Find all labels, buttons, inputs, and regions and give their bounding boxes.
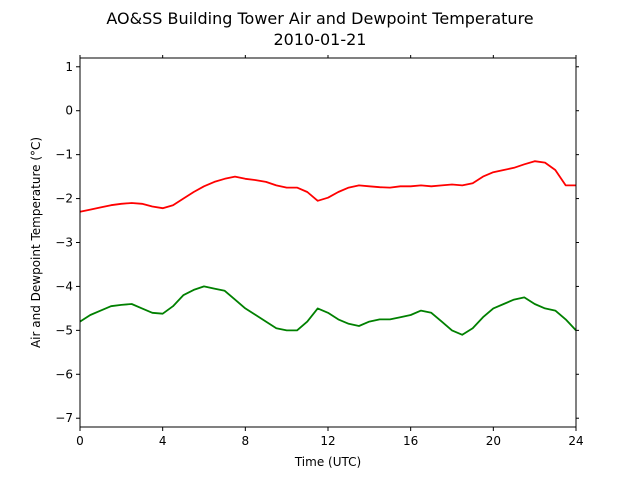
y-tick-label: −5 (55, 323, 73, 337)
y-tick-label: −4 (55, 279, 73, 293)
y-tick-label: −3 (55, 236, 73, 250)
y-tick-label: 1 (65, 60, 73, 74)
y-tick-label: −6 (55, 367, 73, 381)
x-tick-label: 16 (403, 434, 418, 448)
y-tick-label: 0 (65, 104, 73, 118)
x-axis-label: Time (UTC) (294, 455, 361, 469)
x-tick-label: 20 (486, 434, 501, 448)
y-tick-label: −1 (55, 148, 73, 162)
x-tick-label: 4 (159, 434, 167, 448)
plot-frame (79, 57, 577, 428)
tick-layer: 0 4 8 12 16 20 24 1 0 −1 −2 −3 −4 −5 −6 −7 (55, 55, 584, 448)
x-tick-label: 8 (242, 434, 250, 448)
chart-subtitle: 2010-01-21 (274, 30, 367, 49)
chart-title: AO&SS Building Tower Air and Dewpoint Te… (106, 9, 533, 28)
y-axis-label: Air and Dewpoint Temperature (°C) (29, 137, 43, 348)
series-layer (79, 160, 577, 336)
x-tick-label: 0 (76, 434, 84, 448)
x-tick-label: 24 (568, 434, 583, 448)
y-tick-label: −2 (55, 192, 73, 206)
series-line-0 (79, 160, 576, 213)
series-line-1 (79, 285, 577, 336)
y-tick-label: −7 (55, 411, 73, 425)
x-tick-label: 12 (320, 434, 335, 448)
